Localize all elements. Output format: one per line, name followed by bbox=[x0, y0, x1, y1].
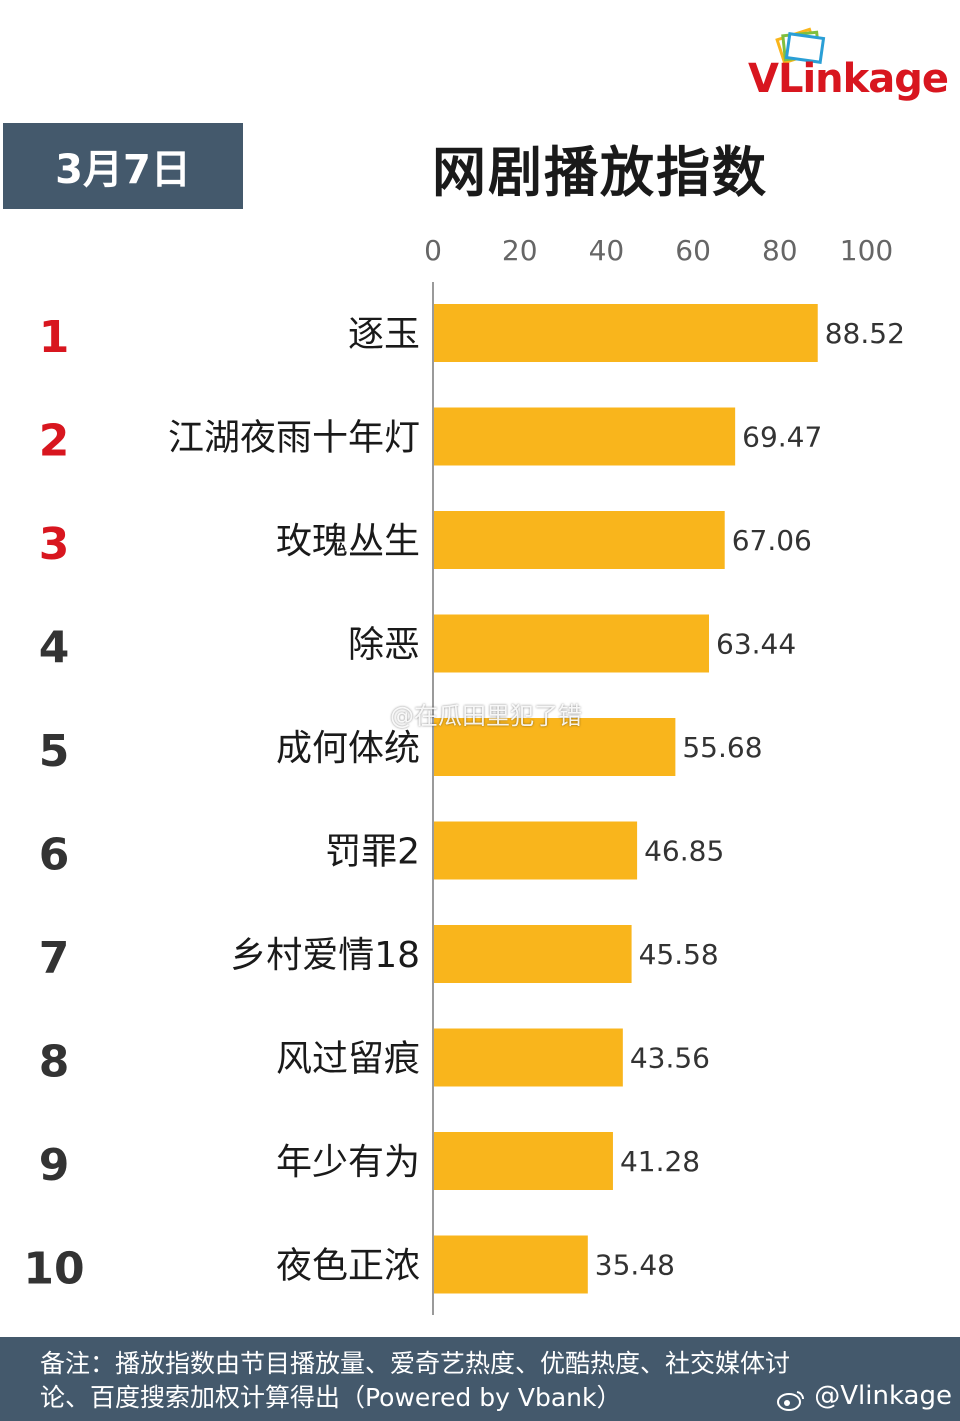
bar bbox=[434, 1028, 623, 1087]
value-label: 41.28 bbox=[620, 1145, 700, 1178]
bar bbox=[434, 614, 710, 673]
value-label: 43.56 bbox=[630, 1042, 710, 1075]
bar bbox=[434, 821, 638, 880]
footer-note: 备注：播放指数由节目播放量、爱奇艺热度、优酷热度、社交媒体讨 论、百度搜索加权计… bbox=[0, 1337, 960, 1421]
x-tick-label: 80 bbox=[762, 234, 798, 267]
logo-cards-icon bbox=[775, 27, 826, 65]
value-label: 69.47 bbox=[742, 421, 822, 454]
value-label: 63.44 bbox=[716, 628, 796, 661]
category-label: 成何体统 bbox=[276, 728, 420, 769]
value-label: 45.58 bbox=[639, 938, 719, 971]
watermark: @在瓜田里犯了错 bbox=[390, 702, 582, 730]
bar bbox=[434, 925, 632, 983]
category-label: 夜色正浓 bbox=[276, 1246, 420, 1287]
date-badge: 3月7日 bbox=[3, 123, 243, 209]
category-label: 罚罪2 bbox=[325, 832, 420, 873]
category-label: 风过留痕 bbox=[276, 1039, 420, 1080]
logo-text: VLinkage bbox=[748, 56, 949, 102]
page-title: 网剧播放指数 bbox=[432, 141, 768, 204]
x-tick-label: 60 bbox=[675, 234, 711, 267]
x-tick-label: 0 bbox=[424, 234, 442, 267]
bar bbox=[434, 511, 725, 569]
value-label: 67.06 bbox=[732, 524, 812, 557]
rank-number: 7 bbox=[39, 933, 70, 984]
x-tick-label: 40 bbox=[589, 234, 625, 267]
x-tick-label: 100 bbox=[840, 234, 893, 267]
footer-handle-text: @Vlinkage bbox=[814, 1381, 952, 1411]
rank-number: 5 bbox=[39, 726, 70, 777]
category-label: 逐玉 bbox=[348, 314, 420, 355]
rank-number: 8 bbox=[39, 1037, 70, 1088]
bar bbox=[434, 407, 736, 466]
category-label: 玫瑰丛生 bbox=[276, 521, 420, 562]
category-label: 除恶 bbox=[348, 625, 420, 666]
footer-line-1: 备注：播放指数由节目播放量、爱奇艺热度、优酷热度、社交媒体讨 bbox=[40, 1349, 791, 1378]
rank-number: 9 bbox=[39, 1140, 70, 1191]
rank-number: 6 bbox=[39, 830, 70, 881]
vlinkage-logo: VLinkage bbox=[718, 22, 949, 102]
bar bbox=[434, 1235, 588, 1294]
weibo-icon bbox=[776, 1386, 806, 1411]
value-label: 35.48 bbox=[595, 1249, 675, 1282]
x-tick-label: 20 bbox=[502, 234, 538, 267]
bar bbox=[434, 1132, 613, 1190]
value-label: 88.52 bbox=[825, 317, 905, 350]
bar-chart: 0 20 40 60 80 100 88.52 逐玉 1 69.47 江湖夜雨十年灯 2 67.06 玫瑰… bbox=[23, 234, 905, 1315]
value-label: 55.68 bbox=[682, 731, 762, 764]
bar bbox=[434, 718, 676, 776]
rank-number: 1 bbox=[39, 312, 70, 363]
value-label: 46.85 bbox=[644, 835, 724, 868]
rank-number: 10 bbox=[23, 1244, 84, 1295]
footer-line-2: 论、百度搜索加权计算得出（Powered by Vbank） bbox=[40, 1383, 622, 1412]
bar bbox=[434, 304, 818, 362]
category-label: 乡村爱情18 bbox=[230, 935, 420, 976]
rank-number: 3 bbox=[39, 519, 70, 570]
footer-handle: @Vlinkage bbox=[776, 1379, 952, 1413]
rank-number: 4 bbox=[39, 623, 70, 674]
category-label: 江湖夜雨十年灯 bbox=[168, 418, 420, 459]
rank-number: 2 bbox=[39, 416, 70, 467]
category-label: 年少有为 bbox=[276, 1142, 420, 1183]
